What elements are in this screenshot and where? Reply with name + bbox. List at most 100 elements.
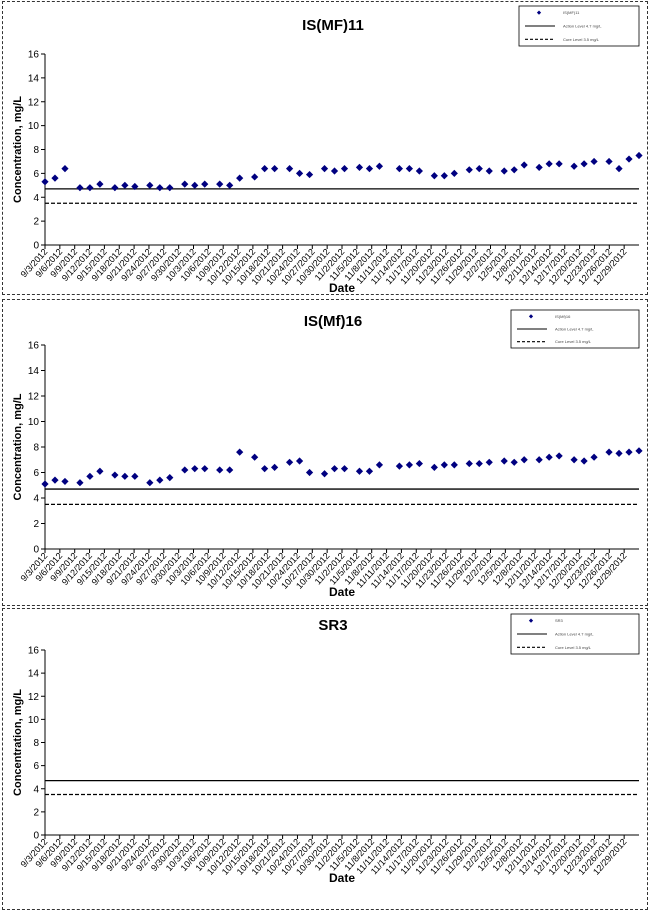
y-tick-label: 16	[28, 341, 40, 352]
data-point	[131, 182, 139, 191]
data-point	[485, 458, 493, 466]
data-point	[295, 457, 304, 465]
chart-panel-ismf16: IS(Mf)16 IS(Mf)16 Action Level 4.7 mg/L Cur…	[2, 299, 648, 606]
chart-title: SR3	[318, 617, 347, 634]
data-point	[330, 167, 339, 175]
data-point	[615, 165, 623, 173]
data-point	[475, 459, 483, 468]
data-point	[271, 165, 279, 173]
chart-ismf16: IS(Mf)16 IS(Mf)16 Action Level 4.7 mg/L Cur…	[12, 309, 643, 599]
data-point	[340, 465, 349, 473]
data-point	[440, 461, 448, 469]
chart-sr3: SR3 SR3 Action Level 4.7 mg/L Cure Level 3.…	[12, 613, 640, 885]
data-point	[285, 165, 294, 173]
data-point	[121, 181, 129, 189]
data-point	[156, 184, 164, 192]
data-point	[430, 172, 438, 180]
y-tick-label: 4	[33, 193, 39, 204]
data-point	[146, 479, 154, 487]
data-point	[545, 453, 553, 461]
y-tick-label: 12	[28, 392, 40, 403]
y-tick-label: 16	[28, 646, 40, 657]
data-point	[191, 465, 199, 473]
data-point	[305, 170, 314, 179]
y-tick-label: 10	[28, 121, 40, 132]
data-point	[251, 453, 259, 461]
data-point	[320, 165, 329, 173]
data-point	[465, 166, 473, 174]
chart-panel-ismf11: IS(MF)11 IS(MF)11 Action Level 4.7 mg/L Cur…	[2, 1, 648, 295]
data-point	[570, 456, 578, 464]
y-tick-label: 6	[33, 169, 39, 180]
y-tick-label: 2	[33, 807, 39, 818]
data-point	[415, 459, 423, 468]
legend: IS(Mf)16 Action Level 4.7 mg/L Cure Level …	[510, 309, 640, 349]
data-point	[520, 456, 528, 464]
data-point	[635, 151, 643, 160]
data-point	[261, 165, 269, 173]
data-point	[450, 169, 458, 177]
data-point	[121, 472, 129, 480]
data-point	[340, 165, 349, 173]
data-point	[86, 184, 94, 192]
data-point	[590, 157, 598, 166]
y-tick-label: 12	[28, 97, 40, 108]
y-tick-label: 10	[28, 715, 40, 726]
data-point	[76, 184, 84, 192]
data-point	[365, 467, 374, 475]
y-tick-label: 0	[33, 831, 39, 842]
x-axis-label: Date	[329, 281, 355, 294]
data-point	[405, 461, 413, 469]
data-point	[285, 458, 294, 466]
data-point	[295, 169, 304, 177]
data-point	[96, 467, 104, 475]
data-point	[96, 180, 104, 188]
data-point	[430, 463, 438, 471]
data-point	[375, 162, 384, 170]
data-point	[166, 474, 174, 482]
data-point	[625, 155, 633, 163]
legend-label: Cure Level 3.5 mg/L	[563, 37, 600, 42]
data-point	[76, 479, 84, 487]
data-point	[485, 167, 493, 175]
legend-label: Action Level 4.7 mg/L	[555, 327, 594, 332]
data-point	[251, 173, 259, 181]
data-point	[615, 449, 623, 457]
y-tick-label: 14	[28, 366, 40, 377]
data-point	[261, 465, 269, 473]
data-point	[395, 165, 404, 173]
data-point	[216, 180, 224, 188]
data-point	[535, 163, 543, 172]
legend-label: Action Level 4.7 mg/L	[563, 24, 602, 29]
data-point	[415, 167, 423, 175]
chart-title: IS(MF)11	[302, 17, 364, 34]
data-point	[191, 181, 199, 189]
legend-label: Cure Level 3.5 mg/L	[555, 339, 592, 344]
data-point	[181, 466, 189, 474]
data-point	[330, 465, 339, 473]
x-axis-label: Date	[329, 871, 355, 885]
data-point	[395, 462, 404, 470]
chart-title: IS(Mf)16	[304, 313, 362, 330]
data-point	[365, 165, 374, 173]
data-point	[500, 167, 508, 175]
y-tick-label: 10	[28, 417, 40, 428]
data-point	[580, 160, 588, 168]
data-point	[570, 162, 578, 170]
legend-label: IS(Mf)16	[555, 314, 571, 319]
y-tick-label: 8	[33, 738, 39, 749]
data-point	[510, 166, 518, 174]
legend-label: Action Level 4.7 mg/L	[555, 632, 594, 637]
data-point	[61, 165, 69, 173]
data-point	[236, 448, 244, 456]
legend-label: Cure Level 3.5 mg/L	[555, 645, 592, 650]
data-point	[61, 477, 69, 486]
data-point	[320, 470, 329, 478]
data-point	[41, 178, 49, 186]
y-tick-label: 12	[28, 692, 40, 703]
x-axis-label: Date	[329, 585, 355, 599]
data-point	[535, 456, 543, 464]
y-axis-label: Concentration, mg/L	[12, 689, 24, 796]
y-tick-label: 4	[33, 494, 39, 505]
